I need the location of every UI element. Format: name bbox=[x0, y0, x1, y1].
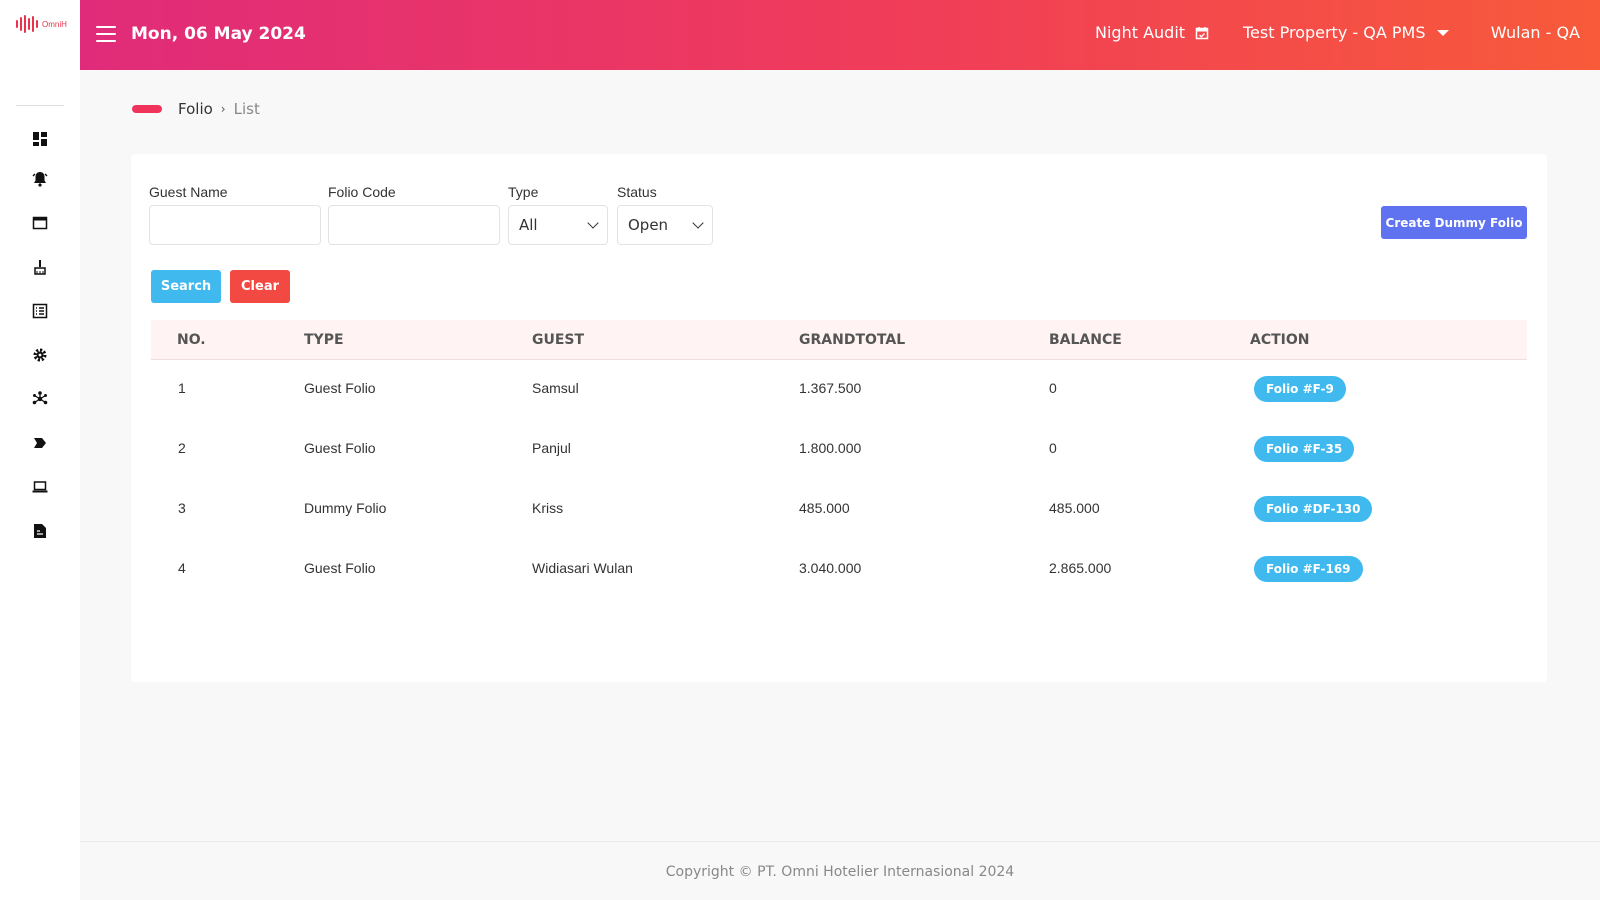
folio-code-label: Folio Code bbox=[328, 184, 396, 200]
col-header-no: NO. bbox=[177, 332, 206, 348]
laptop-icon[interactable] bbox=[31, 478, 49, 496]
row-type: Guest Folio bbox=[304, 440, 376, 456]
row-guest: Kriss bbox=[532, 500, 564, 516]
property-label: Test Property - QA PMS bbox=[1243, 23, 1426, 42]
folio-link-button[interactable]: Folio #DF-130 bbox=[1254, 496, 1373, 522]
guest-name-label: Guest Name bbox=[149, 184, 228, 200]
row-grandtotal: 1.367.500 bbox=[799, 380, 862, 396]
logo-mark-icon bbox=[16, 15, 38, 33]
chevron-down-icon bbox=[692, 216, 704, 229]
broom-icon[interactable] bbox=[31, 258, 49, 276]
row-no: 2 bbox=[178, 440, 186, 456]
brand-logo[interactable]: OmniH bbox=[16, 15, 67, 33]
folio-code-field: Folio Code bbox=[328, 184, 500, 245]
search-button[interactable]: Search bbox=[151, 270, 221, 303]
dashboard-icon[interactable] bbox=[31, 130, 49, 148]
breadcrumb-current: List bbox=[233, 100, 260, 118]
top-header: Mon, 06 May 2024 Night Audit Test Proper… bbox=[80, 0, 1600, 70]
row-balance: 2.865.000 bbox=[1049, 560, 1112, 576]
night-audit-button[interactable]: Night Audit bbox=[1095, 23, 1209, 42]
folio-code-input[interactable] bbox=[328, 205, 500, 245]
breadcrumb-marker bbox=[132, 105, 162, 113]
list-icon[interactable] bbox=[31, 302, 49, 320]
status-select-value: Open bbox=[628, 216, 669, 234]
window-icon[interactable] bbox=[31, 214, 49, 232]
folio-link-button[interactable]: Folio #F-9 bbox=[1254, 376, 1346, 402]
row-balance: 0 bbox=[1049, 380, 1057, 396]
night-audit-label: Night Audit bbox=[1095, 23, 1186, 42]
table-row: 4 Guest Folio Widiasari Wulan 3.040.000 … bbox=[151, 540, 1527, 600]
row-guest: Samsul bbox=[532, 380, 579, 396]
folio-list-card: Guest Name Folio Code Type All Status Op… bbox=[131, 154, 1547, 682]
calendar-check-icon bbox=[1195, 26, 1209, 39]
col-header-type: TYPE bbox=[304, 332, 344, 348]
type-field: Type All bbox=[508, 184, 608, 245]
row-type: Guest Folio bbox=[304, 560, 376, 576]
network-icon[interactable] bbox=[31, 390, 49, 408]
status-label: Status bbox=[617, 184, 657, 200]
status-field: Status Open bbox=[617, 184, 713, 245]
row-grandtotal: 485.000 bbox=[799, 500, 850, 516]
property-selector[interactable]: Test Property - QA PMS bbox=[1243, 23, 1450, 42]
col-header-grandtotal: GRANDTOTAL bbox=[799, 332, 906, 348]
sidebar-divider bbox=[16, 105, 64, 106]
create-dummy-folio-button[interactable]: Create Dummy Folio bbox=[1381, 206, 1527, 239]
type-select-value: All bbox=[519, 216, 538, 234]
col-header-guest: GUEST bbox=[532, 332, 585, 348]
user-menu[interactable]: Wulan - QA bbox=[1490, 23, 1580, 42]
caret-down-icon bbox=[1437, 29, 1450, 36]
sidebar: OmniH bbox=[0, 0, 80, 900]
table-header: NO. TYPE GUEST GRANDTOTAL BALANCE ACTION bbox=[151, 320, 1527, 360]
type-label: Type bbox=[508, 184, 539, 200]
gear-icon[interactable] bbox=[31, 346, 49, 364]
clear-button[interactable]: Clear bbox=[230, 270, 290, 303]
bell-icon[interactable] bbox=[31, 170, 49, 188]
row-no: 1 bbox=[178, 380, 186, 396]
page-footer: Copyright © PT. Omni Hotelier Internasio… bbox=[80, 841, 1600, 900]
row-type: Dummy Folio bbox=[304, 500, 387, 516]
type-select[interactable]: All bbox=[508, 205, 608, 245]
table-row: 3 Dummy Folio Kriss 485.000 485.000 Foli… bbox=[151, 480, 1527, 540]
row-guest: Panjul bbox=[532, 440, 571, 456]
row-type: Guest Folio bbox=[304, 380, 376, 396]
row-grandtotal: 3.040.000 bbox=[799, 560, 862, 576]
guest-name-field: Guest Name bbox=[149, 184, 321, 245]
table-row: 2 Guest Folio Panjul 1.800.000 0 Folio #… bbox=[151, 420, 1527, 480]
tag-arrow-icon[interactable] bbox=[31, 434, 49, 452]
row-guest: Widiasari Wulan bbox=[532, 560, 633, 576]
chevron-down-icon bbox=[587, 216, 599, 229]
folio-table: NO. TYPE GUEST GRANDTOTAL BALANCE ACTION… bbox=[151, 320, 1527, 600]
logo-text: OmniH bbox=[42, 19, 67, 29]
folio-link-button[interactable]: Folio #F-35 bbox=[1254, 436, 1355, 462]
business-date: Mon, 06 May 2024 bbox=[131, 24, 306, 44]
table-row: 1 Guest Folio Samsul 1.367.500 0 Folio #… bbox=[151, 360, 1527, 420]
row-no: 3 bbox=[178, 500, 186, 516]
document-icon[interactable] bbox=[31, 522, 49, 540]
folio-link-button[interactable]: Folio #F-169 bbox=[1254, 556, 1363, 582]
row-balance: 0 bbox=[1049, 440, 1057, 456]
row-grandtotal: 1.800.000 bbox=[799, 440, 862, 456]
chevron-right-icon: › bbox=[220, 102, 226, 116]
row-no: 4 bbox=[178, 560, 186, 576]
row-balance: 485.000 bbox=[1049, 500, 1100, 516]
guest-name-input[interactable] bbox=[149, 205, 321, 245]
col-header-action: ACTION bbox=[1250, 332, 1310, 348]
col-header-balance: BALANCE bbox=[1049, 332, 1122, 348]
breadcrumb-parent[interactable]: Folio bbox=[178, 100, 213, 118]
breadcrumb: Folio › List bbox=[132, 100, 260, 118]
status-select[interactable]: Open bbox=[617, 205, 713, 245]
copyright-text: Copyright © PT. Omni Hotelier Internasio… bbox=[665, 864, 1015, 880]
menu-toggle-icon[interactable] bbox=[96, 26, 116, 42]
